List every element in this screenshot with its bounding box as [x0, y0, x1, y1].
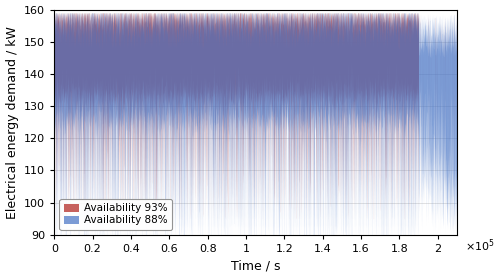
Text: $\times10^5$: $\times10^5$ [465, 237, 494, 254]
Y-axis label: Electrical energy demand / kW: Electrical energy demand / kW [6, 26, 18, 219]
X-axis label: Time / s: Time / s [231, 259, 280, 272]
Legend: Availability 93%, Availability 88%: Availability 93%, Availability 88% [60, 199, 172, 230]
